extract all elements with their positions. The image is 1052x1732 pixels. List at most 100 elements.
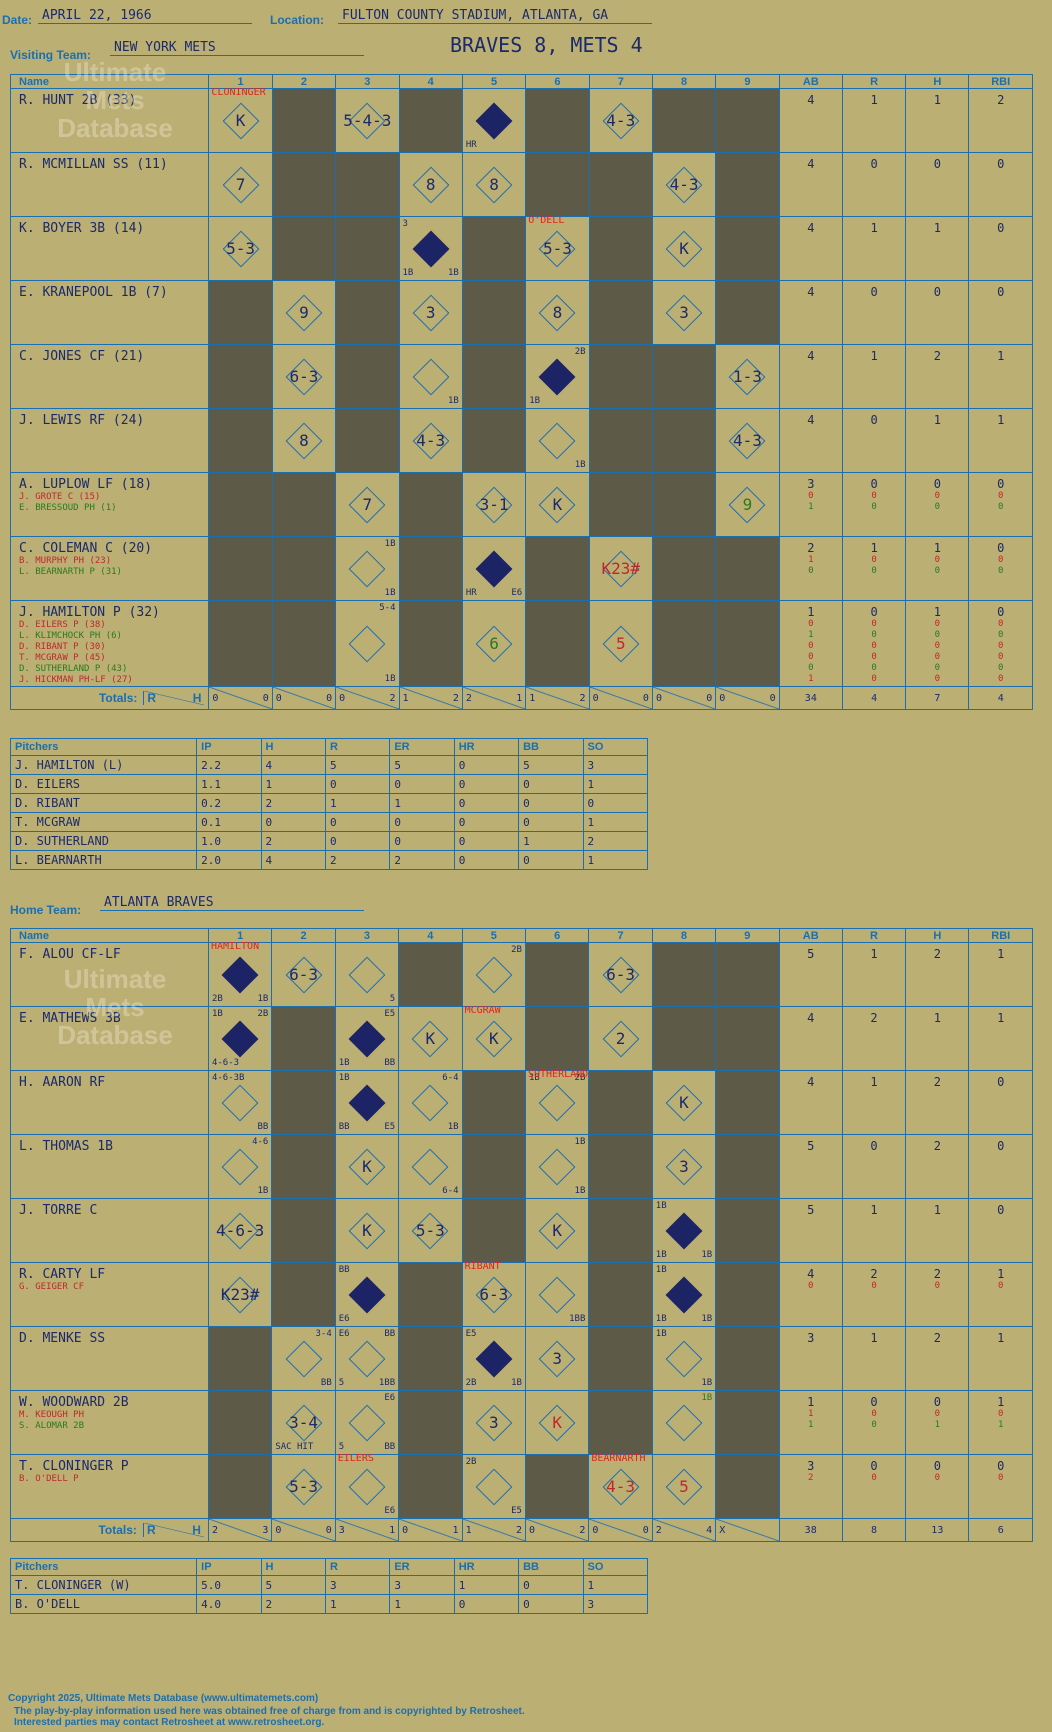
inning-hits: 1	[516, 692, 523, 704]
player-name-cell: R. HUNT 2B (33)	[9, 88, 210, 153]
at-bat-cell	[715, 216, 780, 281]
pitcher-column-header: IP	[196, 738, 262, 756]
at-bat-cell: 3-4 SAC HIT	[271, 1390, 336, 1455]
pitcher-column-header: H	[260, 1558, 326, 1576]
player-stat: 2	[905, 1326, 970, 1391]
play-result: 6-3	[606, 964, 636, 984]
pitcher-stat: 0	[453, 755, 520, 775]
substitute-stat: 0	[871, 1409, 877, 1419]
player-stat: 4	[778, 408, 844, 473]
pitcher-stat: 1	[389, 1594, 455, 1614]
totals-text: Totals:	[98, 1523, 137, 1537]
stat-value: 0	[870, 477, 878, 491]
at-bat-cell: E6 EILERS	[334, 1453, 400, 1519]
substitute-stat: 0	[934, 491, 941, 501]
player-name: F. ALOU CF-LF	[19, 947, 121, 962]
footer-contact: Interested parties may contact Retroshee…	[14, 1717, 325, 1728]
stat-value: 3	[807, 1459, 815, 1473]
at-bat-cell	[335, 408, 400, 473]
player-name-cell: H. AARON RF	[10, 1070, 209, 1135]
at-bat-cell: 8	[398, 152, 463, 217]
at-bat-cell: K MCGRAW	[461, 1005, 526, 1071]
substitute-stat: 0	[871, 566, 877, 576]
base-advance-note: SAC HIT	[275, 1442, 314, 1452]
pitcher-stat: 2.2	[196, 755, 262, 775]
column-header-stat: AB	[778, 928, 843, 943]
substitute-stat: 1	[807, 1409, 814, 1419]
stat-value: 1	[870, 541, 878, 555]
at-bat-cell	[588, 1070, 653, 1135]
column-header-inning: 4	[398, 928, 463, 943]
column-header-inning: 5	[461, 74, 527, 89]
substitute-stat: 0	[871, 555, 877, 565]
player-row: H. AARON RF 4-6-3B BB 1B BB E5 6-4 1B 1B 2B SUTHER…	[10, 1069, 1033, 1135]
at-bat-cell	[524, 1454, 590, 1519]
inning-runs: 0	[592, 692, 599, 704]
substitute-name: M. KEOUGH PH	[19, 1410, 85, 1420]
at-bat-cell: 4-3	[715, 408, 780, 473]
at-bat-cell: K CLONINGER	[208, 87, 273, 153]
at-bat-cell	[398, 88, 463, 153]
pitcher-stat: 0	[453, 1594, 520, 1614]
inning-hits: 1	[452, 1524, 459, 1536]
player-name: K. BOYER 3B (14)	[19, 221, 145, 236]
player-stat: 1	[905, 88, 970, 153]
play-result: K23#	[601, 558, 641, 578]
column-header-inning: 9	[715, 928, 780, 943]
base-advance-note: 6-4	[442, 1073, 459, 1083]
player-name: A. LUPLOW LF (18)	[19, 477, 153, 492]
at-bat-cell: 1B 1B 1B	[651, 1198, 717, 1263]
pitcher-stat: 0	[389, 812, 455, 832]
column-header-inning: 7	[588, 74, 653, 89]
stat-value: 1	[933, 413, 941, 427]
substitute-name: J. GROTE C (15)	[19, 492, 101, 502]
inning-hits: 0	[642, 692, 649, 704]
stat-value: 1	[870, 349, 878, 363]
inning-runs: 0	[655, 692, 662, 704]
player-row: F. ALOU CF-LF 2B 1B HAMILTON 6-3 5 2B 6-3 5 1 2 1	[10, 941, 1033, 1007]
substitute-stat: 0	[808, 619, 814, 629]
pitcher-stat: 5	[260, 1575, 326, 1595]
inning-runs: 0	[592, 1524, 599, 1536]
run-scored-diamond	[348, 1276, 386, 1313]
at-bat-cell	[461, 1070, 526, 1135]
player-name: E. MATHEWS 3B	[19, 1011, 121, 1026]
substitute-name: G. GEIGER CF	[19, 1282, 85, 1292]
pitcher-stat: 1	[582, 774, 648, 794]
pitcher-row: D. SUTHERLAND 1.0 2 0 0 0 1 2	[9, 831, 648, 851]
inning-runs: 0	[402, 1524, 409, 1536]
play-result: 6-3	[289, 964, 318, 984]
stat-value: 0	[870, 605, 878, 619]
player-row: L. THOMAS 1B 4-6 1B K 6-4 1B 1B 3 5 0 2 0	[10, 1134, 1033, 1199]
substitute-stat: 0	[871, 619, 877, 629]
pitcher-stat: 0	[324, 774, 391, 794]
stat-value: 5	[807, 1139, 815, 1153]
player-stat: 4	[778, 1070, 843, 1135]
stat-value: 2	[997, 93, 1005, 107]
at-bat-cell	[715, 1390, 780, 1455]
player-row: J. TORRE C 4-6-3 K 5-3 K 1B 1B 1B 5 1 1 0	[10, 1198, 1033, 1263]
stat-value: 0	[997, 1459, 1005, 1473]
substitute-stat: 0	[998, 641, 1004, 651]
column-header-stat: R	[841, 928, 907, 943]
stat-value: 0	[997, 1139, 1005, 1153]
at-bat-cell: 5-3	[271, 1454, 336, 1519]
player-stat: 1	[968, 942, 1033, 1007]
player-stat: 1	[905, 408, 970, 473]
stat-value: 4	[807, 285, 815, 299]
inning-hits: 1	[389, 1524, 396, 1536]
stat-value: 3	[807, 477, 815, 491]
player-stat: 1	[968, 344, 1033, 409]
stat-value: 0	[933, 477, 941, 491]
pitcher-stat: 0	[518, 812, 584, 832]
base-advance-note: E5	[465, 1329, 477, 1339]
base-advance-note: 1B	[448, 396, 459, 406]
player-stat: 0	[968, 1198, 1033, 1263]
base-diamond	[221, 1148, 259, 1185]
base-diamond	[348, 625, 386, 662]
